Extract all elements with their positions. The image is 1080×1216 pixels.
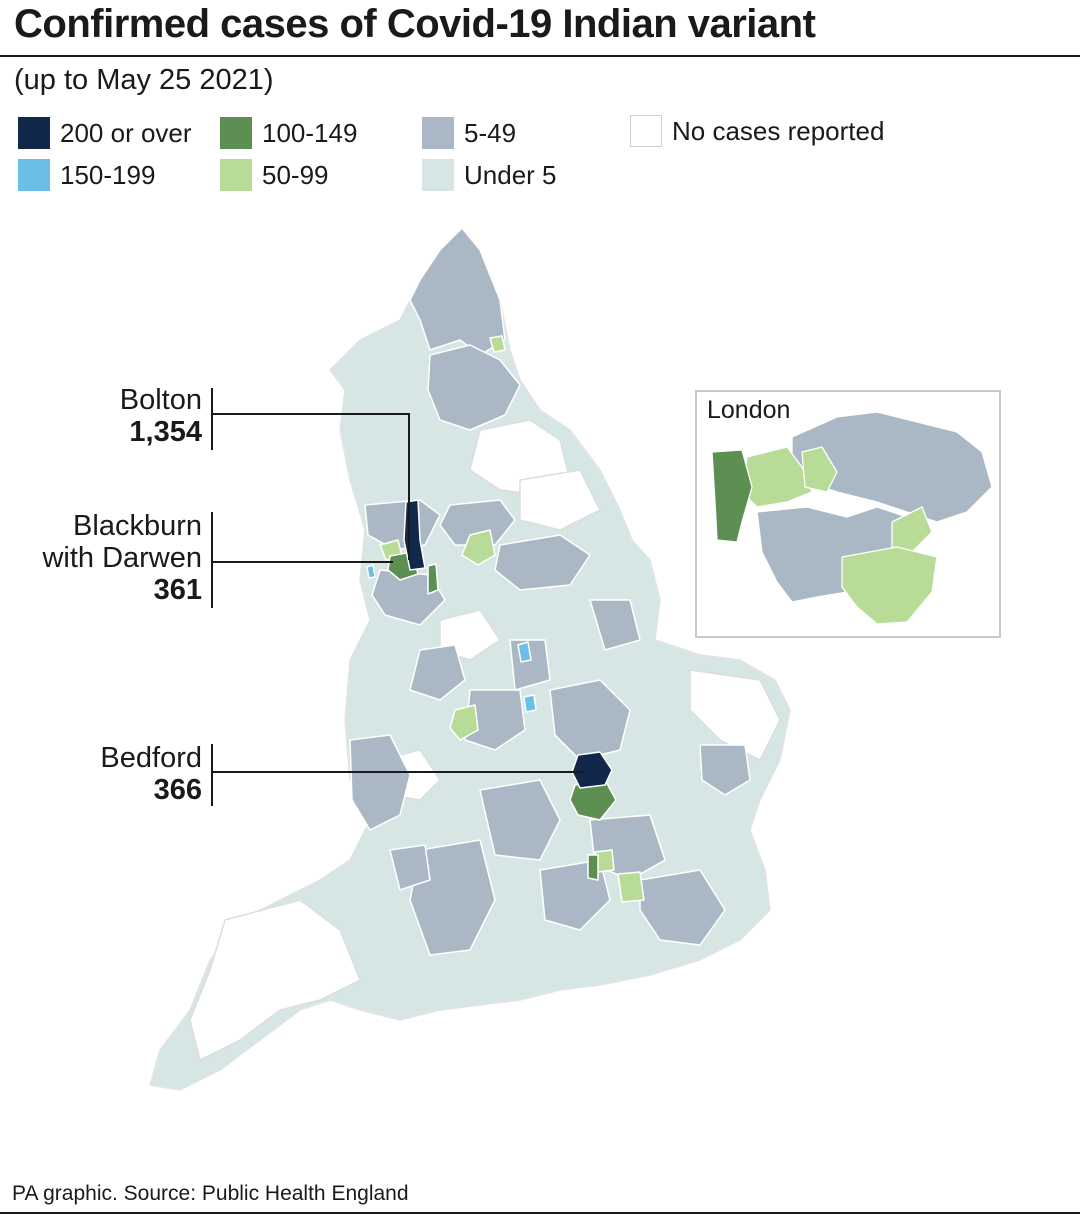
london-map [711,411,993,625]
legend-label: 100-149 [262,117,358,148]
callout-value: 1,354 [129,416,202,448]
legend-swatch [220,117,252,149]
map-title: Confirmed cases of Covid-19 Indian varia… [14,2,816,46]
map-region [366,564,376,579]
map-region [523,694,537,713]
legend-item-5-49: 5-49 [422,116,516,150]
footer-rule [0,1212,1080,1214]
legend-swatch [630,115,662,147]
callout-bracket [211,512,213,608]
map-region [461,529,496,566]
callout-leader-bolton [211,413,410,560]
legend-item-100-149: 100-149 [220,116,357,150]
source-credit: PA graphic. Source: Public Health Englan… [12,1182,409,1205]
map-region [409,227,506,356]
map-region [349,734,411,831]
map-region [409,839,496,956]
map-region [439,499,516,546]
callout-bracket [211,388,213,450]
map-region [364,499,441,551]
callout-bolton: Bolton 1,354 [40,384,202,448]
london-region [891,506,933,553]
map-region [519,469,601,531]
legend-swatch [422,117,454,149]
map-region [389,844,431,891]
legend-item-no-cases: No cases reported [630,114,884,148]
london-region [841,546,938,625]
map-region [479,779,561,861]
map-region [549,679,631,761]
callout-name: Blackburn [73,510,202,542]
map-region [639,869,726,946]
legend-swatch [18,159,50,191]
map-region [517,641,532,663]
legend-label: 50-99 [262,159,329,190]
title-rule [0,55,1080,57]
map-region [489,335,506,353]
callout-name: Bolton [119,384,202,416]
map-region [409,644,466,701]
legend-item-under-5: Under 5 [422,158,557,192]
callout-blackburn: Blackburn with Darwen 361 [20,510,202,606]
callout-leader-bedford [211,771,583,773]
legend-label: 150-199 [60,159,156,190]
callout-name: with Darwen [42,542,202,574]
england-map [149,227,791,1091]
legend-swatch [220,159,252,191]
legend-swatch [18,117,50,149]
map-region [589,599,641,651]
callout-value: 366 [153,774,202,806]
map-region [689,669,781,761]
map-region [427,344,521,431]
legend-swatch [422,159,454,191]
callout-value: 361 [153,574,202,606]
callout-bracket [211,744,213,806]
map-region [427,563,439,595]
callout-bedford: Bedford 366 [40,742,202,806]
legend-item-50-99: 50-99 [220,158,329,192]
callout-name: Bedford [100,742,202,774]
map-region [587,854,599,881]
inset-label: London [707,396,791,424]
map-region [494,534,591,591]
map-region [449,704,479,741]
london-region [711,449,753,543]
legend-item-200-plus: 200 or over [18,116,192,150]
legend-label: No cases reported [672,115,885,146]
map-region [617,871,645,903]
legend-label: 200 or over [60,117,192,148]
legend-item-150-199: 150-199 [18,158,155,192]
legend-label: Under 5 [464,159,557,190]
london-inset: London [695,390,1001,638]
callout-leader-blackburn [211,561,393,563]
map-region [699,744,751,796]
map-subtitle: (up to May 25 2021) [14,64,274,96]
london-region [801,446,838,493]
map-region [189,899,361,1061]
legend-label: 5-49 [464,117,517,148]
